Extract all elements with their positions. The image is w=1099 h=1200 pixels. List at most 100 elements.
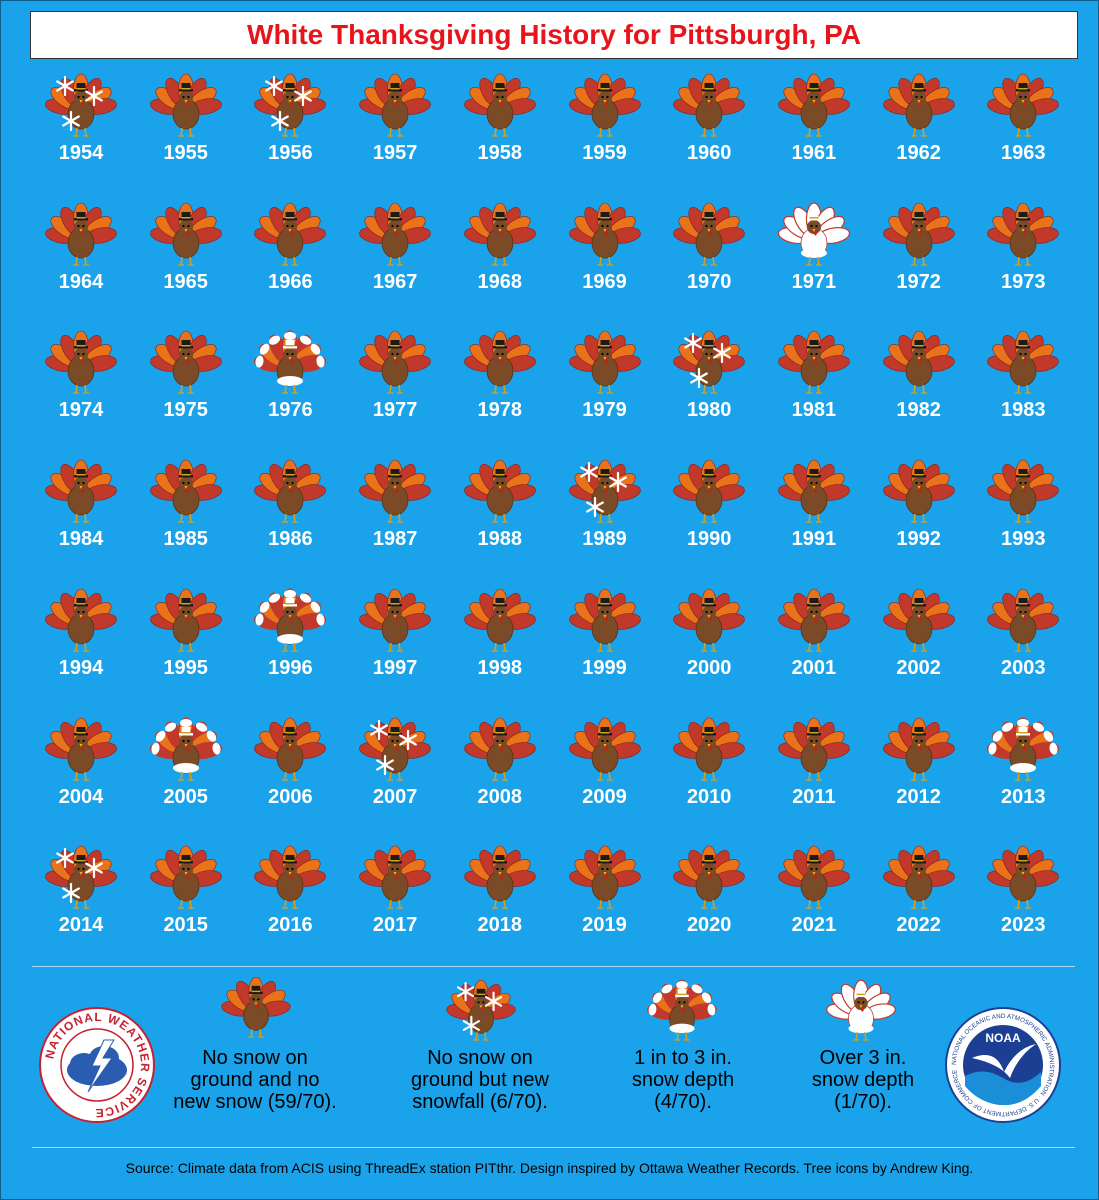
year-cell-1976: 1976 [244,330,334,433]
year-label: 2002 [896,656,941,679]
turkey-icon-none [778,331,850,395]
year-cell-1997: 1997 [349,588,439,691]
legend-icon-depth_over_3 [826,979,896,1041]
year-label: 1957 [372,142,418,164]
year-cell-2021: 2021 [768,845,858,948]
year-label: 1973 [1001,270,1046,293]
year-cell-2011: 2011 [768,717,858,820]
year-label: 2008 [477,785,523,808]
year-label: 1984 [58,528,104,551]
year-cell-2001: 2001 [768,588,858,691]
year-label: 1991 [791,528,837,551]
year-label: 1975 [163,399,208,422]
year-cell-1971: 1971 [768,202,858,305]
turkey-icon-none [463,73,536,137]
turkey-icon-none [463,202,536,266]
year-label: 2006 [268,785,313,808]
turkey-icon-none [359,588,431,652]
year-label: 1974 [58,399,104,422]
turkey-icon-none [45,459,117,523]
turkey-icon-none [882,331,955,395]
year-label: 1977 [372,399,418,422]
nws-logo: NATIONAL WEATHER SERVICE [39,1007,155,1123]
turkey-icon-none [568,588,641,652]
legend-text-depth_over_3: Over 3 in. snow depth (1/70). [811,1047,915,1113]
year-label: 2004 [58,785,104,808]
turkey-icon-none [45,331,117,395]
year-cell-2015: 2015 [140,845,230,948]
year-cell-1973: 1973 [977,202,1067,305]
turkey-icon-none [778,588,850,652]
year-label: 1969 [582,270,627,293]
legend-icon-new_snow [446,979,516,1041]
year-cell-1996: 1996 [244,588,334,691]
year-cell-2004: 2004 [35,717,125,820]
year-cell-1985: 1985 [140,459,230,562]
year-label: 1978 [477,399,523,422]
turkey-icon-none [359,331,431,395]
divider-bottom [32,1147,1075,1148]
year-label: 1988 [477,528,523,551]
year-cell-1980: 1980 [663,331,753,433]
year-label: 2023 [1001,914,1046,937]
year-cell-2012: 2012 [873,717,963,820]
turkey-icon-none [149,845,222,909]
year-cell-2007: 2007 [349,717,439,820]
year-label: 2022 [896,914,941,937]
year-label: 1968 [477,270,523,293]
year-cell-1992: 1992 [873,459,963,562]
turkey-icon-none [254,717,327,781]
year-label: 1995 [163,656,208,679]
turkey-icon-none [254,202,327,266]
year-label: 2021 [791,914,837,937]
turkey-icon-none [149,331,222,395]
turkey-icon-none [987,202,1060,266]
year-cell-2018: 2018 [454,845,544,948]
year-cell-1983: 1983 [977,331,1067,433]
turkey-icon-none [568,202,641,266]
year-cell-2023: 2023 [977,845,1067,948]
year-label: 1986 [268,528,313,551]
turkey-icon-new_snow [254,73,327,137]
year-label: 1961 [791,142,837,164]
year-cell-1967: 1967 [349,202,439,305]
year-cell-1958: 1958 [454,73,544,176]
year-cell-2019: 2019 [559,845,649,948]
turkey-icon-none [463,459,536,523]
turkey-icon-none [149,588,222,652]
turkey-icon-none [45,717,117,781]
legend-text-depth_1_3: 1 in to 3 in. snow depth (4/70). [631,1047,735,1113]
year-cell-1995: 1995 [140,588,230,691]
turkey-icon-none [463,588,536,652]
turkey-icon-none [987,459,1060,523]
year-cell-2000: 2000 [663,588,753,691]
year-cell-1998: 1998 [454,588,544,691]
year-cell-2017: 2017 [349,845,439,948]
year-cell-1979: 1979 [559,331,649,433]
year-cell-1984: 1984 [35,459,125,562]
year-cell-2020: 2020 [663,845,753,948]
year-cell-2008: 2008 [454,717,544,820]
turkey-icon-none [568,73,641,137]
turkey-icon-none [778,845,850,909]
year-label: 1993 [1001,528,1046,551]
year-cell-1968: 1968 [454,202,544,305]
turkey-icon-none [149,73,222,137]
year-cell-2009: 2009 [559,717,649,820]
turkey-icon-new_snow [359,717,431,781]
turkey-icon-none [673,459,745,523]
year-label: 1963 [1001,142,1046,164]
year-label: 1999 [582,656,627,679]
year-cell-1989: 1989 [559,459,649,562]
year-cell-2016: 2016 [244,845,334,948]
legend-text-none: No snow on ground and no new snow (59/70… [173,1047,337,1113]
turkey-icon-depth_1_3 [254,330,327,395]
turkey-icon-none [45,202,117,266]
year-cell-1970: 1970 [663,202,753,305]
turkey-icon-none [778,73,850,137]
year-cell-2005: 2005 [140,716,230,820]
year-label: 2003 [1001,656,1046,679]
year-cell-2003: 2003 [977,588,1067,691]
year-label: 1970 [686,270,732,293]
year-cell-1959: 1959 [559,73,649,176]
